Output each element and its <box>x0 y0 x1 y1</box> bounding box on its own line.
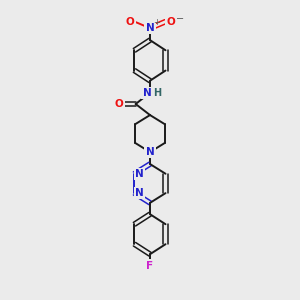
Text: N: N <box>136 169 144 179</box>
Text: N: N <box>146 147 154 157</box>
Text: O: O <box>126 16 134 27</box>
Text: N: N <box>136 188 144 198</box>
Text: O: O <box>115 99 124 109</box>
Text: F: F <box>146 261 154 271</box>
Text: +: + <box>153 18 160 27</box>
Text: H: H <box>153 88 161 98</box>
Text: O: O <box>166 16 175 27</box>
Text: N: N <box>146 23 154 33</box>
Text: N: N <box>142 88 152 98</box>
Text: −: − <box>176 14 184 24</box>
